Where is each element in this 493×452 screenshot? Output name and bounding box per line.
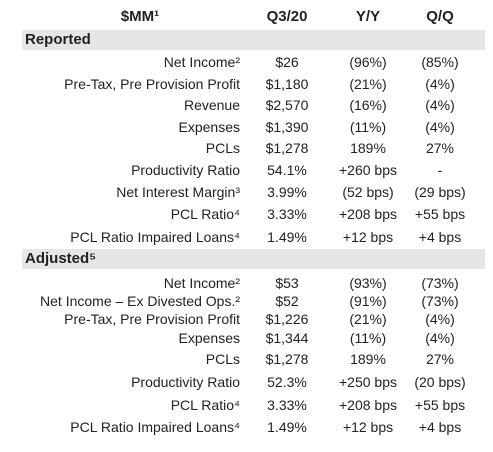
row-value: 1.49% [267, 419, 307, 435]
row-value: (11%) [349, 119, 387, 135]
row-value: (91%) [349, 293, 387, 309]
row-label: PCLs [205, 351, 240, 367]
column-header: Y/Y [355, 8, 381, 25]
row-value: 54.1% [267, 162, 307, 178]
row-value: (21%) [349, 311, 387, 327]
row-value: +55 bps [414, 206, 466, 222]
row-value: (11%) [349, 330, 387, 346]
row-value: 27% [425, 351, 455, 367]
row-value: (93%) [349, 275, 387, 291]
row-label: PCL Ratio⁴ [170, 206, 240, 222]
row-value: 27% [425, 140, 455, 156]
row-value: 52.3% [267, 374, 307, 390]
section-title: Reported [22, 30, 485, 50]
row-value: +208 bps [339, 397, 397, 413]
row-value: (73%) [421, 275, 459, 291]
row-label: Net Interest Margin³ [116, 184, 240, 200]
row-value: +250 bps [339, 374, 397, 390]
row-value: $1,390 [265, 119, 309, 135]
row-value: (73%) [421, 293, 459, 309]
row-value: (96%) [349, 54, 387, 70]
row-label: Net Income – Ex Divested Ops.² [40, 293, 240, 309]
row-label: Revenue [183, 97, 240, 113]
row-value: (85%) [421, 54, 459, 70]
row-value: +12 bps [342, 229, 394, 245]
row-value: +12 bps [342, 419, 394, 435]
header-label: $MM¹ [120, 8, 160, 25]
row-value: 1.49% [267, 229, 307, 245]
row-label: Expenses [178, 330, 240, 346]
section-title: Adjusted⁵ [22, 249, 485, 269]
row-label: Productivity Ratio [131, 374, 240, 390]
row-value: (21%) [349, 76, 387, 92]
row-value: $52 [275, 293, 299, 309]
row-value: $1,180 [265, 76, 309, 92]
row-value: (16%) [349, 97, 387, 113]
row-label: Pre-Tax, Pre Provision Profit [64, 311, 240, 327]
row-value: $1,226 [265, 311, 309, 327]
row-label: Net Income² [163, 54, 240, 70]
row-value: (4%) [425, 330, 455, 346]
row-value: (52 bps) [342, 184, 394, 200]
row-value: (20 bps) [414, 374, 466, 390]
row-label: PCL Ratio Impaired Loans⁴ [70, 419, 240, 435]
row-value: (29 bps) [414, 184, 466, 200]
row-label: PCLs [205, 140, 240, 156]
row-value: 3.33% [267, 206, 307, 222]
row-value: +4 bps [418, 229, 462, 245]
row-label: Productivity Ratio [131, 162, 240, 178]
row-value: 189% [350, 140, 386, 156]
row-label: PCL Ratio Impaired Loans⁴ [70, 229, 240, 245]
row-value: - [437, 162, 443, 178]
row-value: (4%) [425, 76, 455, 92]
row-value: $2,570 [265, 97, 309, 113]
row-label: PCL Ratio⁴ [170, 397, 240, 413]
row-value: (4%) [425, 97, 455, 113]
row-value: (4%) [425, 119, 455, 135]
row-value: (4%) [425, 311, 455, 327]
row-value: 3.33% [267, 397, 307, 413]
row-label: Expenses [178, 119, 240, 135]
row-value: 3.99% [267, 184, 307, 200]
row-value: +55 bps [414, 397, 466, 413]
row-label: Net Income² [163, 275, 240, 291]
row-value: $1,278 [265, 140, 309, 156]
row-value: $26 [275, 54, 299, 70]
row-value: +4 bps [418, 419, 462, 435]
row-value: +208 bps [339, 206, 397, 222]
row-label: Pre-Tax, Pre Provision Profit [64, 76, 240, 92]
row-value: 189% [350, 351, 386, 367]
row-value: $1,278 [265, 351, 309, 367]
row-value: +260 bps [339, 162, 397, 178]
row-value: $1,344 [265, 330, 309, 346]
row-value: $53 [275, 275, 299, 291]
column-header: Q3/20 [266, 8, 308, 25]
column-header: Q/Q [426, 8, 454, 25]
